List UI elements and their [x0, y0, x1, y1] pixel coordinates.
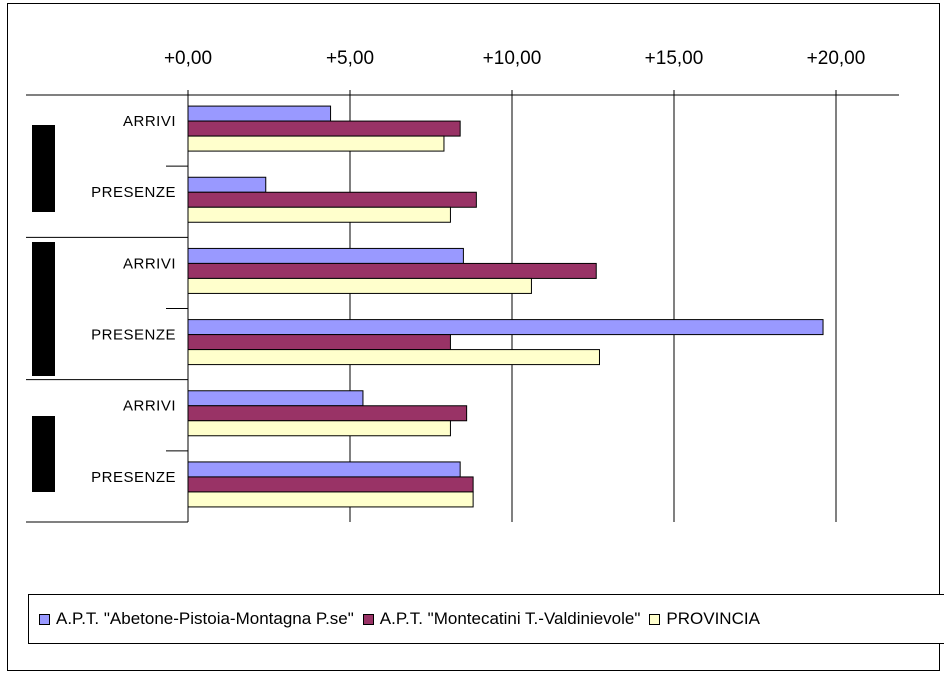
chart-frame: +0,00 +5,00 +10,00 +15,00 +20,00 ARRIVI PRESEN… — [7, 3, 944, 671]
legend-swatch-series-2 — [362, 613, 374, 625]
bar-series1-cat2 — [187, 247, 464, 264]
bar-series3-cat4 — [187, 420, 451, 437]
legend-item-series-1: A.P.T. "Abetone-Pistoia-Montagna P.se" — [39, 609, 354, 629]
bar-series1-cat1 — [187, 176, 267, 193]
bar-series1-cat5 — [187, 461, 461, 478]
x-tick-label-1: +5,00 — [326, 48, 374, 69]
category-label-2: ARRIVI — [123, 255, 176, 272]
chart-legend: A.P.T. "Abetone-Pistoia-Montagna P.se" A… — [28, 594, 944, 644]
bar-series2-cat2 — [187, 262, 597, 279]
legend-swatch-series-1 — [39, 613, 50, 625]
legend-swatch-series-3 — [649, 613, 661, 625]
legend-item-series-2: A.P.T. "Montecatini T.-Valdinievole" — [362, 609, 641, 629]
bar-series1-cat4 — [187, 390, 364, 407]
category-label-1: PRESENZE — [91, 184, 176, 201]
group-marker-2 — [32, 416, 55, 492]
legend-label-series-1: A.P.T. "Abetone-Pistoia-Montagna P.se" — [56, 609, 354, 628]
bar-series2-cat4 — [187, 405, 468, 422]
chart-plot: +0,00 +5,00 +10,00 +15,00 +20,00 ARRIVI PRESEN… — [26, 48, 899, 523]
legend-item-series-3: PROVINCIA — [649, 609, 760, 629]
x-tick-label-0: +0,00 — [164, 48, 212, 69]
bar-series3-cat5 — [187, 491, 474, 508]
bar-series2-cat1 — [187, 191, 477, 208]
bar-series3-cat3 — [187, 349, 600, 366]
category-label-5: PRESENZE — [91, 469, 176, 486]
bar-series3-cat2 — [187, 277, 532, 294]
x-tick-label-3: +15,00 — [645, 48, 704, 69]
bar-series2-cat5 — [187, 476, 474, 493]
group-marker-0 — [32, 125, 55, 212]
bar-series1-cat0 — [187, 105, 332, 122]
x-tick-label-2: +10,00 — [483, 48, 542, 69]
legend-label-series-2: A.P.T. "Montecatini T.-Valdinievole" — [379, 609, 641, 628]
category-label-0: ARRIVI — [123, 113, 176, 130]
bar-series2-cat0 — [187, 120, 461, 137]
x-tick-label-4: +20,00 — [807, 48, 866, 69]
category-label-4: ARRIVI — [123, 398, 176, 415]
bar-series2-cat3 — [187, 334, 451, 351]
bar-series3-cat1 — [187, 206, 451, 223]
bar-series1-cat3 — [187, 319, 824, 336]
legend-label-series-3: PROVINCIA — [666, 609, 760, 628]
group-marker-1 — [32, 242, 55, 376]
category-label-3: PRESENZE — [91, 327, 176, 344]
bar-series3-cat0 — [187, 135, 445, 152]
